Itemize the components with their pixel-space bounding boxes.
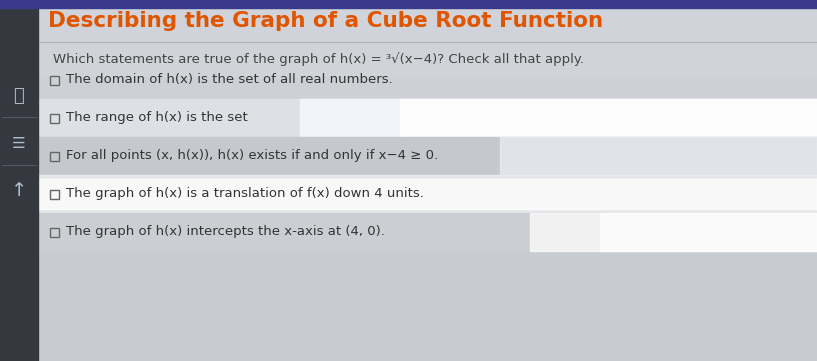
Text: ☰: ☰	[12, 135, 26, 151]
Text: The graph of h(x) intercepts the x-axis at (4, 0).: The graph of h(x) intercepts the x-axis …	[66, 226, 385, 239]
Text: The domain of h(x) is the set of all real numbers.: The domain of h(x) is the set of all rea…	[66, 74, 393, 87]
Bar	[50, 75, 59, 84]
Text: The range of h(x) is the set: The range of h(x) is the set	[66, 112, 248, 125]
Bar	[38, 42, 817, 76]
Bar	[0, 0, 817, 8]
Bar	[50, 227, 59, 236]
Bar	[38, 99, 817, 137]
Bar	[38, 179, 817, 209]
Text: ↑: ↑	[11, 182, 27, 200]
Text: 🎧: 🎧	[14, 87, 25, 105]
Bar	[50, 113, 59, 122]
Bar	[38, 213, 817, 251]
Bar	[600, 213, 817, 251]
Bar	[38, 137, 817, 175]
Text: The graph of h(x) is a translation of f(x) down 4 units.: The graph of h(x) is a translation of f(…	[66, 187, 424, 200]
Bar	[500, 137, 817, 175]
Bar	[50, 152, 59, 161]
Text: For all points (x, h(x)), h(x) exists if and only if x−4 ≥ 0.: For all points (x, h(x)), h(x) exists if…	[66, 149, 438, 162]
Bar	[0, 0, 38, 361]
Bar	[38, 175, 817, 213]
Bar	[400, 99, 817, 137]
Bar	[530, 213, 817, 251]
Bar	[38, 42, 817, 361]
Bar	[300, 99, 817, 137]
Text: Describing the Graph of a Cube Root Function: Describing the Graph of a Cube Root Func…	[48, 11, 603, 31]
Text: Which statements are true of the graph of h(x) = ³√(x−4)? Check all that apply.: Which statements are true of the graph o…	[53, 52, 584, 66]
Bar	[38, 0, 817, 42]
Bar	[38, 175, 817, 213]
Bar	[38, 61, 817, 99]
Bar	[50, 190, 59, 199]
